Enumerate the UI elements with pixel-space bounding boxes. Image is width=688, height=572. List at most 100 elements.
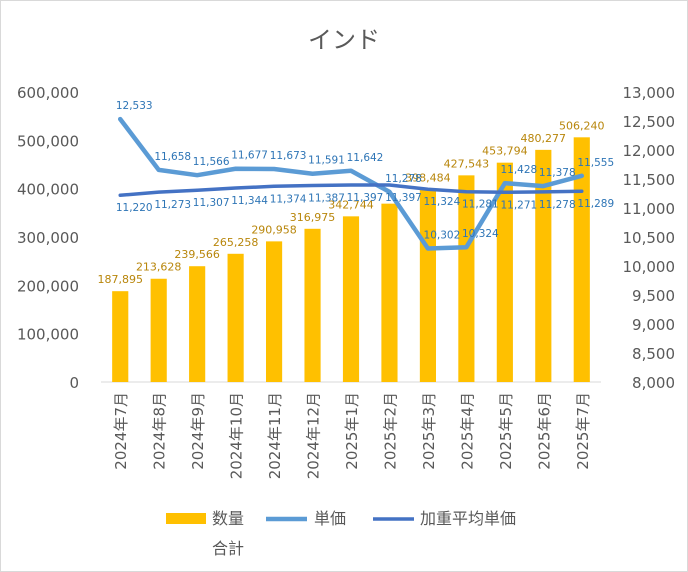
bar: [304, 228, 321, 382]
line-data-label: 11,278: [539, 199, 576, 211]
bar-data-label: 316,975: [290, 211, 336, 224]
data-point: [542, 191, 544, 193]
bar-data-label: 342,744: [328, 198, 374, 211]
line-data-label: 11,555: [577, 157, 614, 169]
x-tick-label: 2025年2月: [381, 392, 399, 470]
bar-data-label: 480,277: [521, 132, 567, 145]
bar-label-group: 187,895213,628239,566265,258290,958316,9…: [97, 119, 604, 286]
data-point: [119, 194, 121, 196]
bar-data-label: 213,628: [136, 261, 182, 274]
data-point: [388, 184, 390, 186]
line-data-label: 11,642: [347, 152, 384, 164]
right-tick-label: 10,000: [623, 258, 676, 276]
line-data-label: 11,324: [424, 196, 461, 208]
data-point: [504, 191, 506, 193]
right-tick-label: 10,500: [623, 229, 676, 247]
data-point: [312, 185, 314, 187]
bar-data-label: 398,484: [405, 171, 451, 184]
data-point: [196, 189, 198, 191]
line-data-label: 11,566: [193, 156, 230, 168]
data-point: [581, 175, 583, 177]
data-point: [427, 188, 429, 190]
left-tick-label: 200,000: [17, 277, 79, 295]
bar-series: [112, 137, 590, 382]
legend-label-quantity: 数量: [212, 509, 244, 528]
data-point: [504, 182, 506, 184]
data-point: [158, 169, 160, 171]
x-tick-label: 2025年6月: [535, 392, 553, 470]
line-data-label: 11,374: [270, 193, 307, 205]
line-data-label: 10,324: [462, 228, 499, 240]
data-point: [542, 185, 544, 187]
legend-label-quantity-sub: 合計: [212, 539, 244, 558]
data-point: [427, 247, 429, 249]
x-tick-label: 2024年11月: [266, 392, 284, 479]
bar: [419, 189, 436, 382]
x-tick-label: 2025年5月: [497, 392, 515, 470]
line-data-label: 11,387: [308, 193, 345, 205]
legend-label-price: 単価: [314, 509, 346, 528]
bar: [189, 266, 206, 382]
line-data-label: 12,533: [116, 100, 153, 112]
line-data-label: 11,397: [347, 192, 384, 204]
left-tick-label: 400,000: [17, 181, 79, 199]
line-data-label: 11,658: [154, 151, 191, 163]
line-data-label: 11,271: [500, 199, 537, 211]
bar: [112, 291, 129, 382]
legend-label-wavg: 加重平均単価: [420, 509, 516, 528]
right-tick-label: 13,000: [623, 84, 676, 102]
line-data-label: 11,289: [577, 198, 614, 210]
x-tick-label: 2025年4月: [458, 392, 476, 470]
bar: [496, 162, 513, 382]
bar-data-label: 239,566: [174, 248, 220, 261]
line-data-label: 11,591: [308, 155, 345, 167]
right-tick-label: 9,500: [632, 287, 675, 305]
x-tick-label: 2025年3月: [420, 392, 438, 470]
legend-swatch-bar: [166, 513, 206, 524]
data-point: [158, 191, 160, 193]
data-point: [581, 190, 583, 192]
line-data-label: 11,677: [231, 150, 268, 162]
right-tick-label: 12,500: [623, 113, 676, 131]
left-tick-label: 600,000: [17, 84, 79, 102]
bar: [266, 241, 283, 382]
bar-data-label: 187,895: [97, 273, 143, 286]
x-tick-label: 2024年10月: [228, 392, 246, 479]
x-axis: 2024年7月 2024年8月 2024年9月 2024年10月 2024年11月 202…: [101, 381, 601, 479]
line-data-label: 11,307: [193, 197, 230, 209]
x-tick-label: 2025年7月: [574, 392, 592, 470]
bar-data-label: 506,240: [559, 119, 605, 132]
right-tick-label: 11,000: [623, 200, 676, 218]
bar: [535, 149, 552, 382]
bar: [150, 278, 167, 382]
line-data-label: 11,273: [154, 199, 191, 211]
left-tick-label: 0: [69, 374, 79, 392]
right-tick-label: 8,000: [632, 374, 675, 392]
line-data-label: 11,428: [500, 164, 537, 176]
x-tick-label: 2024年9月: [189, 392, 207, 470]
data-point: [196, 174, 198, 176]
data-point: [235, 187, 237, 189]
data-point: [350, 170, 352, 172]
data-point: [312, 173, 314, 175]
left-tick-label: 100,000: [17, 326, 79, 344]
bar-data-label: 427,543: [444, 157, 490, 170]
line-data-label: 11,673: [270, 150, 307, 162]
line-data-label: 11,378: [539, 167, 576, 179]
x-tick-label: 2024年8月: [151, 392, 169, 470]
line-data-label: 10,302: [424, 229, 461, 241]
bar: [458, 175, 475, 382]
bar: [227, 253, 244, 382]
bar: [573, 137, 590, 382]
bar-data-label: 453,794: [482, 145, 528, 158]
data-point: [465, 246, 467, 248]
data-point: [119, 118, 121, 120]
bar-data-label: 265,258: [213, 236, 259, 249]
data-point: [273, 185, 275, 187]
left-axis: 0 100,000 200,000 300,000 400,000 500,000 600,…: [17, 84, 79, 392]
line-data-label: 11,344: [231, 195, 268, 207]
line-data-label: 11,278: [385, 173, 422, 185]
